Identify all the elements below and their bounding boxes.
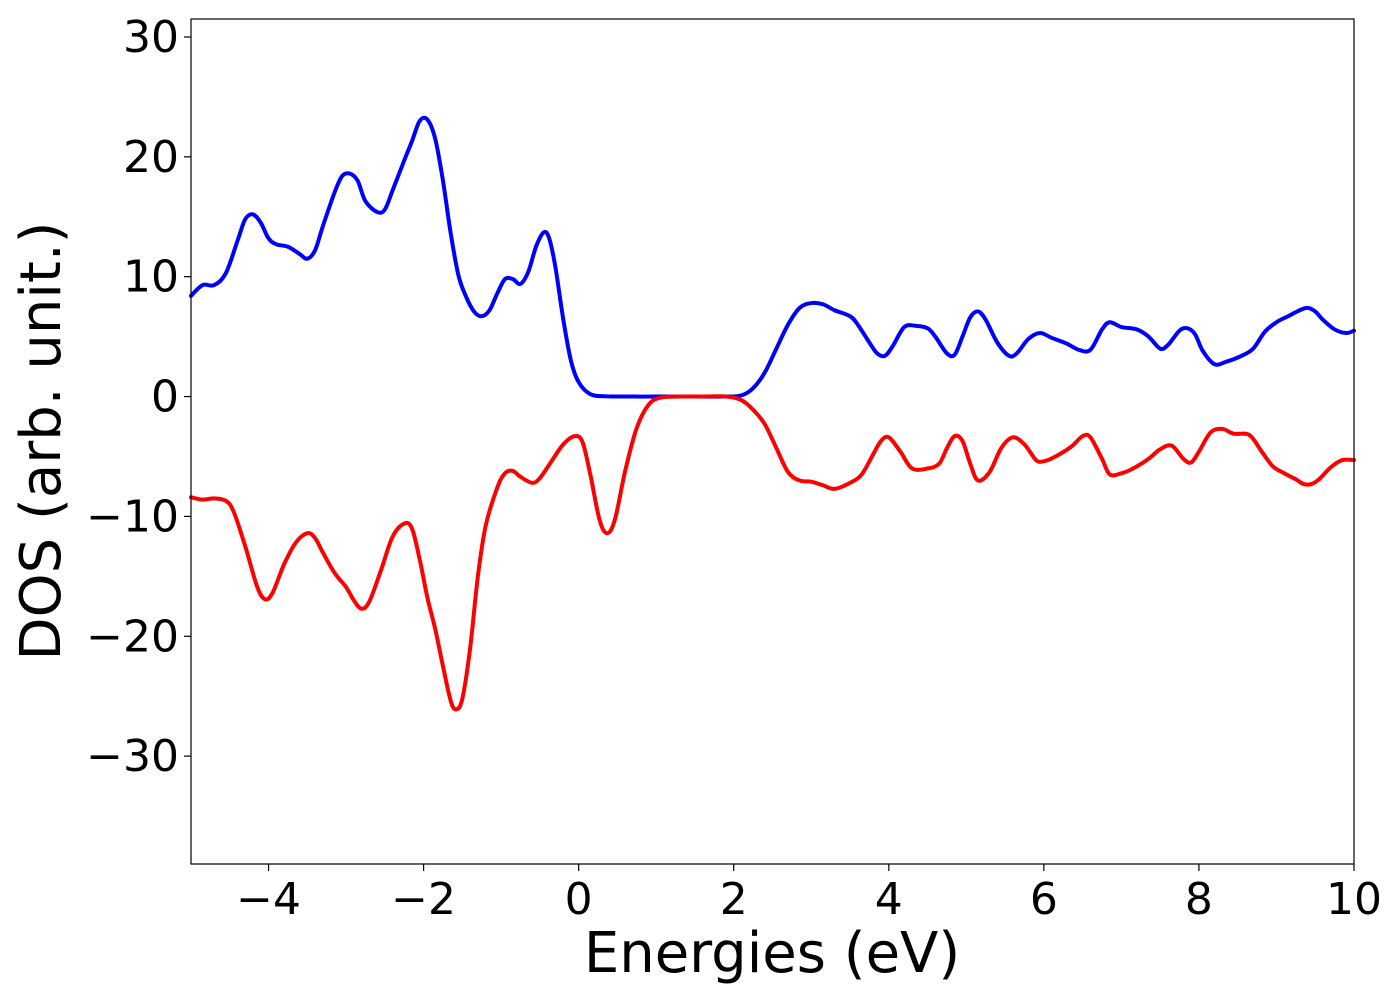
y-tick-label: −10 [86,491,179,542]
y-tick-label: 20 [123,132,179,183]
y-tick-label: 0 [151,372,179,423]
x-tick-label: 10 [1326,874,1382,925]
x-axis: −4 −2 0 2 4 6 8 10 [236,864,1382,925]
x-tick-label: −4 [236,874,301,925]
series-line-2 [189,394,1356,712]
series-layer [189,115,1356,712]
y-axis-label: DOS (arb. unit.) [9,221,74,660]
y-tick-label: −30 [86,731,179,782]
x-tick-label: 2 [720,874,748,925]
plot-frame [190,18,1355,865]
y-axis: −30 −20 −10 0 10 20 30 [86,12,191,782]
x-tick-label: 4 [875,874,903,925]
series-line-1 [189,115,1356,399]
y-tick-label: 30 [123,12,179,63]
y-tick-label: −20 [86,611,179,662]
y-tick-label: 10 [123,252,179,303]
x-axis-label: Energies (eV) [584,921,960,986]
x-tick-label: −2 [391,874,456,925]
x-tick-label: 8 [1185,874,1213,925]
x-tick-label: 6 [1030,874,1058,925]
x-tick-label: 0 [565,874,593,925]
